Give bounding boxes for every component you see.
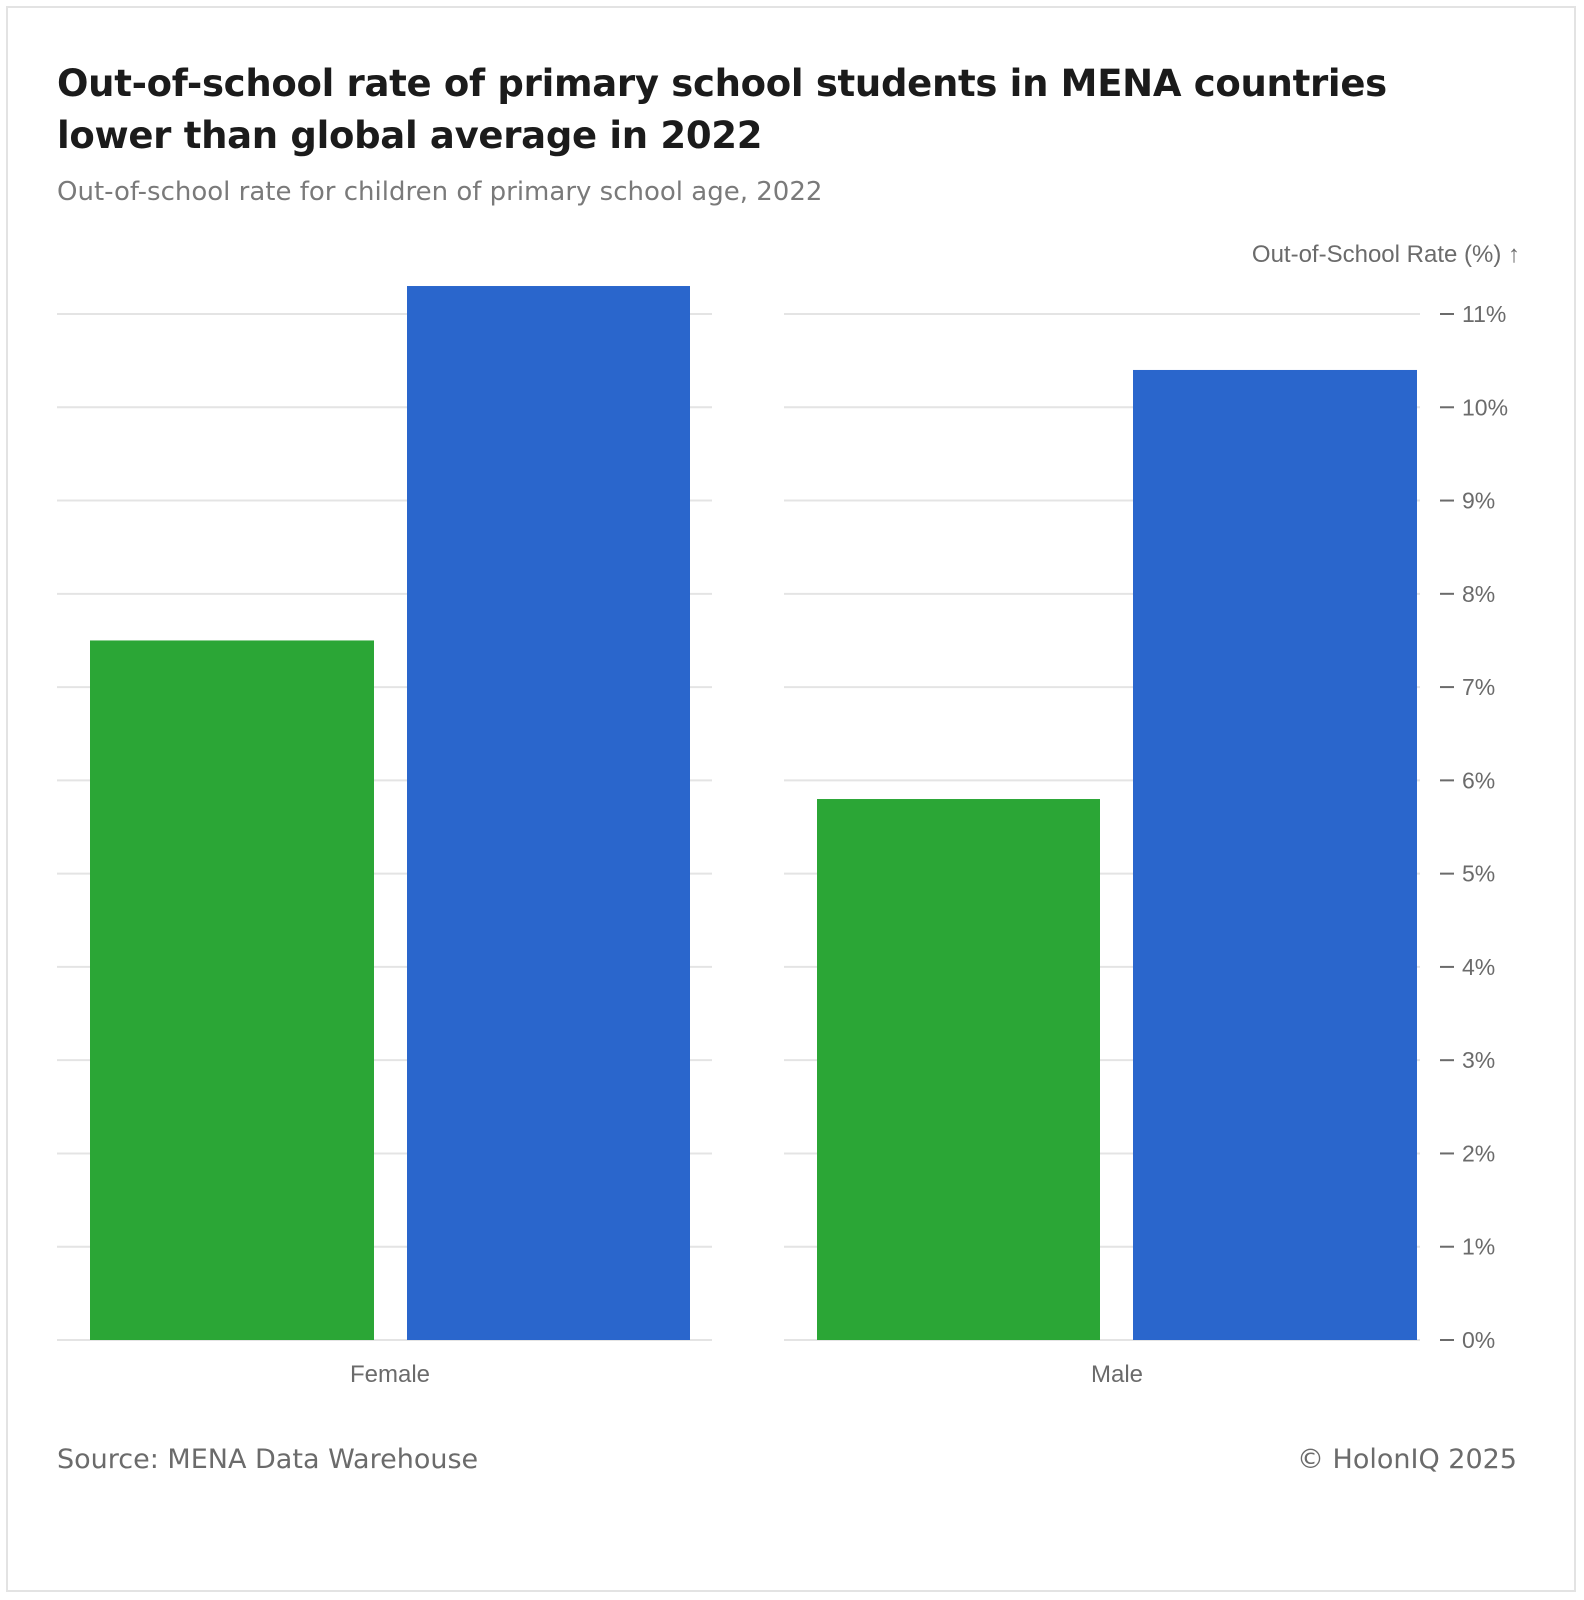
bars (90, 286, 1417, 1340)
bar-female-series-2 (407, 286, 690, 1340)
source-note: Source: MENA Data Warehouse (57, 1444, 479, 1475)
y-tick-label: 10% (1462, 394, 1508, 420)
y-tick-label: 9% (1462, 488, 1495, 514)
chart-title: Out-of-school rate of primary school stu… (57, 62, 1387, 157)
chart-subtitle: Out-of-school rate for children of prima… (57, 177, 823, 207)
y-tick-label: 1% (1462, 1234, 1495, 1260)
y-tick-label: 0% (1462, 1327, 1495, 1353)
y-tick-label: 7% (1462, 674, 1495, 700)
y-tick-label: 8% (1462, 581, 1495, 607)
x-category-label: Male (1091, 1361, 1143, 1388)
bar-female-series-1 (90, 640, 374, 1340)
bar-male-series-2 (1133, 369, 1417, 1340)
y-tick-label: 6% (1462, 767, 1495, 793)
y-tick-label: 11% (1462, 301, 1506, 327)
y-axis: 0% 1% 2% 3% 4% 5% 6% 7% 8% 9% 10% 11% Out-of-School … (1252, 241, 1520, 1353)
y-tick-label: 2% (1462, 1140, 1495, 1166)
y-tick-label: 3% (1462, 1047, 1495, 1073)
copyright-note: © HolonIQ 2025 (1296, 1444, 1517, 1475)
x-category-label: Female (350, 1361, 430, 1388)
bar-male-series-1 (817, 799, 1100, 1340)
x-axis: Female Male (350, 1361, 1143, 1388)
y-axis-title: Out-of-School Rate (%) ↑ (1252, 241, 1520, 268)
y-tick-label: 4% (1462, 954, 1495, 980)
y-tick-label: 5% (1462, 861, 1495, 887)
